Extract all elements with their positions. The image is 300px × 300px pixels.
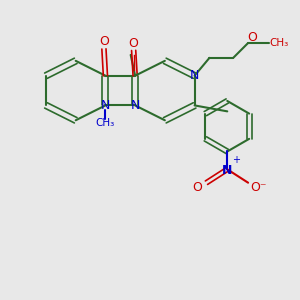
Text: N: N: [190, 69, 199, 82]
Text: O: O: [248, 31, 257, 44]
Text: O: O: [99, 35, 109, 48]
Text: N: N: [222, 164, 232, 177]
Text: CH₃: CH₃: [270, 38, 289, 48]
Text: N: N: [101, 99, 110, 112]
Text: +: +: [232, 155, 240, 165]
Text: N: N: [130, 99, 140, 112]
Text: O: O: [129, 37, 139, 50]
Text: CH₃: CH₃: [96, 118, 115, 128]
Text: O⁻: O⁻: [250, 181, 267, 194]
Text: O: O: [193, 181, 202, 194]
